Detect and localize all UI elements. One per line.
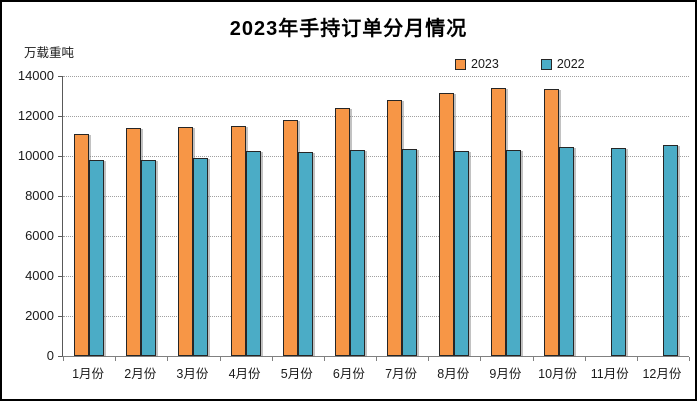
x-tick-mark-8 [480, 357, 482, 361]
gridline-10000 [63, 156, 689, 157]
y-tick-mark-4000 [58, 276, 62, 277]
x-axis-labels: 1月份 2月份 3月份 4月份 5月份 6月份 7月份 8月份 9月份 10月份 11月份 12月份 [62, 363, 688, 381]
bar-group-6月份 [324, 76, 376, 356]
x-tick-label-3月份: 3月份 [176, 367, 209, 381]
y-tick-mark-12000 [58, 116, 62, 117]
bar-2023-7月份 [387, 100, 403, 356]
y-tick-label-2000: 2000 [25, 308, 54, 323]
bar-group-2月份 [115, 76, 167, 356]
y-tick-label-12000: 12000 [17, 108, 54, 123]
x-tick-mark-9 [532, 357, 534, 361]
x-tick-label-4月份: 4月份 [228, 367, 261, 381]
x-tick-mark-11 [636, 357, 638, 361]
gridline-6000 [63, 236, 689, 237]
x-tick-label-2月份: 2月份 [124, 367, 157, 381]
bar-2022-10月份 [558, 147, 574, 356]
y-axis-labels: 0 2000 4000 6000 8000 10000 12000 14000 [2, 68, 54, 363]
legend-swatch-2023-icon [455, 58, 466, 70]
x-tick-label-7月份: 7月份 [385, 367, 418, 381]
bar-group-8月份 [428, 76, 480, 356]
bar-2023-10月份 [543, 89, 559, 356]
bar-group-9月份 [480, 76, 532, 356]
x-tick-mark-0 [63, 357, 64, 361]
y-tick-mark-8000 [58, 196, 62, 197]
bar-group-11月份 [585, 76, 637, 356]
x-tick-label-1月份: 1月份 [72, 367, 105, 381]
chart-title: 2023年手持订单分月情况 [229, 18, 468, 40]
x-tick-mark-5 [323, 357, 325, 361]
legend-label-2023: 2023 [471, 57, 499, 71]
gridline-8000 [63, 196, 689, 197]
x-tick-mark-7 [428, 357, 430, 361]
bar-2022-9月份 [506, 150, 522, 356]
bar-2022-3月份 [193, 158, 209, 356]
y-tick-label-6000: 6000 [25, 228, 54, 243]
legend-item-2022: 2022 [540, 57, 585, 71]
bar-2023-8月份 [439, 93, 455, 356]
y-tick-mark-2000 [58, 316, 62, 317]
x-tick-label-12月份: 12月份 [642, 367, 682, 381]
legend-label-2022: 2022 [556, 57, 585, 71]
bar-2022-2月份 [141, 160, 157, 356]
plot-area [58, 76, 690, 361]
bar-2023-9月份 [491, 88, 507, 356]
bar-group-3月份 [167, 76, 219, 356]
gridline-4000 [63, 276, 689, 277]
x-tick-mark-10 [584, 357, 586, 361]
bar-2022-12月份 [662, 145, 678, 356]
x-tick-label-11月份: 11月份 [590, 367, 629, 381]
bar-2022-4月份 [245, 151, 261, 356]
y-tick-label-14000: 14000 [17, 68, 54, 83]
y-tick-label-4000: 4000 [25, 268, 54, 283]
bar-2023-3月份 [178, 127, 194, 356]
bar-2022-1月份 [89, 160, 105, 356]
gridline-12000 [63, 116, 689, 117]
bar-2023-6月份 [334, 108, 350, 356]
bar-2023-4月份 [230, 126, 246, 356]
bar-2023-5月份 [282, 120, 298, 356]
bar-group-1月份 [63, 76, 115, 356]
x-tick-label-10月份: 10月份 [538, 367, 578, 381]
bar-group-12月份 [637, 76, 689, 356]
y-tick-label-10000: 10000 [17, 148, 54, 163]
bar-group-7月份 [376, 76, 428, 356]
x-tick-label-5月份: 5月份 [280, 367, 313, 381]
x-tick-mark-3 [219, 357, 221, 361]
y-tick-mark-14000 [58, 76, 62, 77]
x-tick-label-9月份: 9月份 [489, 367, 522, 381]
bar-group-10月份 [533, 76, 585, 356]
bar-2023-2月份 [126, 128, 142, 356]
x-tick-label-8月份: 8月份 [437, 367, 470, 381]
y-tick-mark-6000 [58, 236, 62, 237]
bar-2022-8月份 [454, 151, 470, 356]
y-tick-mark-10000 [58, 156, 62, 157]
legend-swatch-2022-icon [540, 58, 552, 70]
bar-2022-6月份 [349, 150, 365, 356]
y-axis-unit-label: 万载重吨 [24, 46, 75, 60]
gridline-2000 [63, 316, 689, 317]
y-tick-mark-0 [58, 356, 62, 357]
x-tick-mark-6 [376, 357, 377, 361]
bar-2022-5月份 [297, 152, 313, 356]
x-tick-mark-12 [689, 357, 690, 361]
bar-group-5月份 [272, 76, 324, 356]
y-tick-label-8000: 8000 [25, 188, 54, 203]
bar-2022-7月份 [402, 149, 418, 356]
x-tick-mark-2 [167, 357, 169, 361]
bar-2023-1月份 [74, 134, 90, 356]
x-tick-mark-4 [271, 357, 273, 361]
legend-item-2023: 2023 [455, 57, 499, 71]
gridline-14000 [63, 76, 689, 77]
bar-group-4月份 [220, 76, 272, 356]
bar-2022-11月份 [610, 148, 626, 356]
legend: 2023 2022 [455, 57, 585, 71]
y-tick-label-0: 0 [46, 348, 54, 363]
x-tick-mark-1 [115, 357, 117, 361]
x-tick-label-6月份: 6月份 [332, 367, 365, 381]
